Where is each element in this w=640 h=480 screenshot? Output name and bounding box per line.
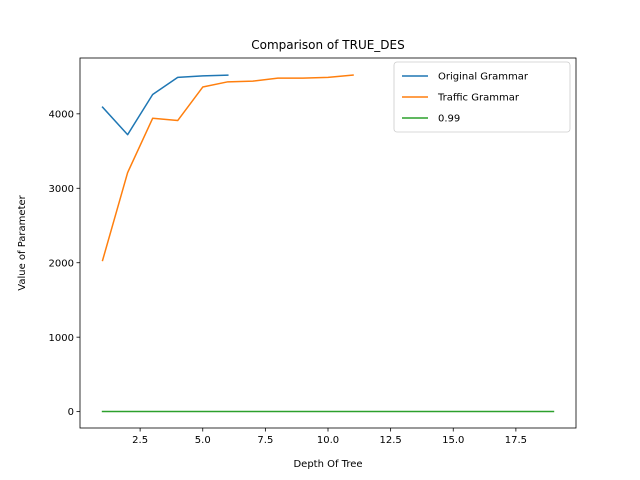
series-line-original-grammar <box>101 74 229 136</box>
legend: Original Grammar Traffic Grammar 0.99 <box>393 61 571 133</box>
y-tick-label: 1000 <box>49 333 74 344</box>
y-tick-label: 2000 <box>49 258 74 269</box>
y-axis: 0 1000 2000 3000 4000 <box>49 109 80 418</box>
x-tick-label: 15.0 <box>442 435 464 446</box>
series-layer <box>101 74 555 413</box>
x-tick-label: 7.5 <box>257 435 273 446</box>
x-tick-label: 2.5 <box>132 435 148 446</box>
x-tick-label: 17.5 <box>505 435 527 446</box>
y-tick-label: 0 <box>68 407 74 418</box>
x-tick-label: 10.0 <box>317 435 339 446</box>
x-tick-label: 12.5 <box>379 435 401 446</box>
legend-label-0-99: 0.99 <box>438 114 460 125</box>
x-tick-label: 5.0 <box>195 435 211 446</box>
series-line-traffic-grammar <box>101 74 354 262</box>
x-axis-label: Depth Of Tree <box>293 459 362 470</box>
chart-title: Comparison of TRUE_DES <box>251 38 405 52</box>
legend-label-traffic-grammar: Traffic Grammar <box>437 93 520 104</box>
y-tick-label: 4000 <box>49 109 74 120</box>
y-tick-label: 3000 <box>49 184 74 195</box>
legend-label-original-grammar: Original Grammar <box>438 72 529 83</box>
legend-box <box>393 61 571 133</box>
x-axis: 2.5 5.0 7.5 10.0 12.5 15.0 17.5 <box>132 428 527 446</box>
y-axis-label: Value of Parameter <box>17 194 28 290</box>
